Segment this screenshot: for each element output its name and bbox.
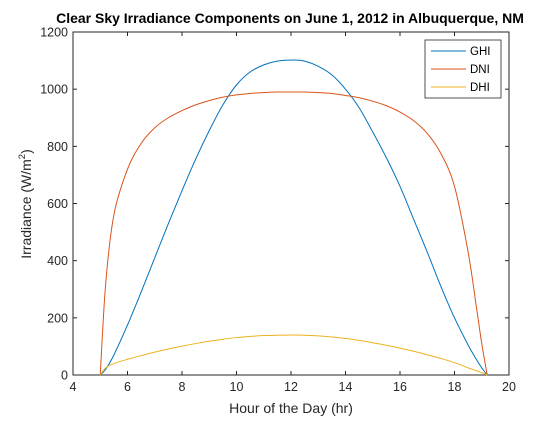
y-axis-label: Irradiance (W/m2) xyxy=(17,149,34,259)
legend-label-dni: DNI xyxy=(470,64,490,76)
series-line-dni xyxy=(99,91,488,376)
y-axis-label-superscript: 2 xyxy=(17,154,28,159)
y-tick-label: 1200 xyxy=(40,26,68,40)
legend: GHI DNI DHI xyxy=(424,39,502,99)
x-tick-label: 4 xyxy=(70,380,77,394)
series-line-dhi xyxy=(99,334,488,376)
x-tick-label: 12 xyxy=(284,380,298,394)
y-tick-label: 200 xyxy=(47,311,68,325)
x-tick-label: 16 xyxy=(393,380,407,394)
x-tick-label: 14 xyxy=(339,380,353,394)
y-tick-label: 800 xyxy=(47,140,68,154)
series-lines xyxy=(99,59,488,376)
x-tick-label: 8 xyxy=(179,380,186,394)
x-tick-label: 18 xyxy=(448,380,462,394)
y-axis-label-main: Irradiance (W/m xyxy=(18,159,34,259)
x-axis-label: Hour of the Day (hr) xyxy=(229,400,353,416)
x-tick-label: 20 xyxy=(502,380,516,394)
y-tick-label: 400 xyxy=(47,254,68,268)
x-tick-label: 10 xyxy=(230,380,244,394)
series-line-ghi xyxy=(99,59,488,376)
x-tick-label: 6 xyxy=(124,380,131,394)
chart-title: Clear Sky Irradiance Components on June … xyxy=(56,10,524,26)
y-tick-label: 600 xyxy=(47,197,68,211)
y-axis-label-tail: ) xyxy=(18,149,34,154)
y-tick-label: 0 xyxy=(61,369,68,383)
y-axis: 0 200 400 600 800 1000 1200 xyxy=(40,26,509,383)
legend-label-ghi: GHI xyxy=(470,46,490,58)
x-axis: 4 6 8 10 12 14 16 18 20 xyxy=(70,32,516,394)
y-tick-label: 1000 xyxy=(40,83,68,97)
legend-label-dhi: DHI xyxy=(470,82,490,94)
